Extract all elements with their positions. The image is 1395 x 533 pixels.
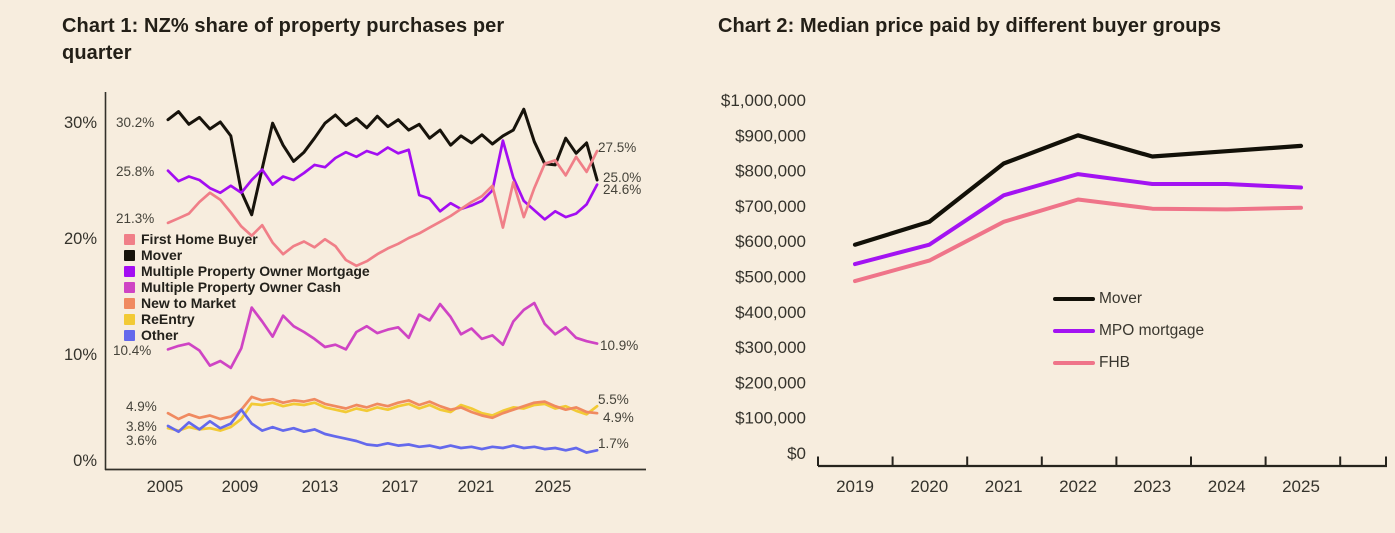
legend-item-other: Other: [124, 327, 370, 343]
legend-label: MPO mortgage: [1099, 321, 1205, 339]
line-fhb: [853, 197, 1303, 284]
chart1-x-tick-label: 2013: [302, 478, 339, 496]
legend-swatch-reentry: [124, 313, 135, 325]
legend-swatch-new-to-market: [124, 297, 135, 309]
chart1-end-value-label: 25.0%: [603, 170, 641, 185]
legend-label: Mover: [141, 247, 183, 263]
chart2-x-tick-label: 2023: [1133, 477, 1171, 496]
chart2-x-tick-label: 2022: [1059, 477, 1097, 496]
chart1-y-tick-label: 0%: [73, 452, 97, 470]
chart1-start-value-label: 4.9%: [126, 399, 157, 414]
chart1-plot: 30% 20% 10% 0% 2005 2009 2013 2017 2021 2025 30.2%…: [64, 92, 646, 496]
legend-swatch-mpo-mortgage: [1053, 328, 1095, 333]
legend-swatch-fhb: [1053, 360, 1095, 365]
chart2-x-tick-label: 2021: [985, 477, 1023, 496]
line-mover: [166, 107, 599, 217]
legend-item-mover: Mover: [124, 247, 370, 263]
legend-label: First Home Buyer: [141, 231, 258, 247]
legend-label: Mover: [1099, 289, 1143, 307]
chart2-y-tick-label: $300,000: [735, 338, 806, 357]
chart2-title: Chart 2: Median price paid by different …: [718, 15, 1222, 37]
legend-swatch-mover: [124, 249, 135, 261]
legend-swatch-first-home-buyer: [124, 233, 135, 245]
chart1-title: Chart 1: NZ% share of property purchases…: [62, 15, 505, 64]
legend-item-mpo-mortgage: MPO mortgage: [1053, 320, 1204, 341]
line-mover: [852, 133, 1304, 247]
legend-swatch-mover: [1053, 296, 1095, 301]
legend-label: Other: [141, 327, 179, 343]
chart1-start-value-label: 3.8%: [126, 419, 157, 434]
chart1-y-tick-label: 10%: [64, 346, 97, 364]
legend-item-new-to-market: New to Market: [124, 295, 370, 311]
legend-item-first-home-buyer: First Home Buyer: [124, 231, 370, 247]
chart1-end-value-label: 4.9%: [603, 410, 634, 425]
chart1-start-value-label: 10.4%: [113, 343, 151, 358]
chart1-x-tick-label: 2017: [382, 478, 419, 496]
chart2-legend: Mover MPO mortgage FHB: [1053, 288, 1204, 373]
legend-label: FHB: [1099, 353, 1130, 371]
chart2-y-tick-label: $500,000: [735, 268, 806, 287]
chart2-y-tick-label: $700,000: [735, 197, 806, 216]
legend-item-multiple-property-owner-cash: Multiple Property Owner Cash: [124, 279, 370, 295]
line-reentry: [166, 401, 599, 432]
chart1-y-tick-label: 20%: [64, 230, 97, 248]
legend-label: ReEntry: [141, 311, 195, 327]
line-multiple-property-owner-mortgage: [166, 139, 599, 221]
chart2-y-tick-label: $200,000: [735, 373, 806, 392]
chart1-y-tick-label: 30%: [64, 114, 97, 132]
chart2-y-tick-label: $400,000: [735, 303, 806, 322]
chart1-end-value-label: 1.7%: [598, 436, 629, 451]
chart2-x-tick-label: 2025: [1282, 477, 1320, 496]
chart1-start-value-label: 30.2%: [116, 115, 154, 130]
legend-item-fhb: FHB: [1053, 352, 1204, 373]
legend-swatch-multiple-property-owner-cash: [124, 281, 135, 293]
chart2-x-tick-label: 2019: [836, 477, 874, 496]
legend-label: Multiple Property Owner Mortgage: [141, 263, 370, 279]
legend-label: New to Market: [141, 295, 236, 311]
chart2-y-tick-label: $100,000: [735, 409, 806, 428]
line-other: [166, 408, 599, 454]
legend-swatch-other: [124, 329, 135, 341]
chart1-end-value-label: 24.6%: [603, 182, 641, 197]
chart1-end-value-label: 5.5%: [598, 392, 629, 407]
legend-item-mover: Mover: [1053, 288, 1204, 309]
chart1-start-value-label: 21.3%: [116, 211, 154, 226]
chart1-start-value-label: 25.8%: [116, 164, 154, 179]
chart1-start-value-label: 3.6%: [126, 433, 157, 448]
legend-item-multiple-property-owner-mortgage: Multiple Property Owner Mortgage: [124, 263, 370, 279]
chart1-x-tick-label: 2009: [222, 478, 259, 496]
chart2-x-tick-label: 2024: [1208, 477, 1246, 496]
chart1-end-value-label: 10.9%: [600, 338, 638, 353]
legend-label: Multiple Property Owner Cash: [141, 279, 341, 295]
chart1-x-tick-label: 2025: [535, 478, 572, 496]
chart2-x-tick-label: 2020: [910, 477, 948, 496]
line-multiple-property-owner-cash: [166, 301, 599, 370]
line-first-home-buyer: [166, 149, 599, 268]
chart2-y-tick-label: $900,000: [735, 126, 806, 145]
chart2-y-tick-label: $800,000: [735, 162, 806, 181]
chart2-y-tick-label: $1,000,000: [721, 91, 806, 110]
chart1-x-tick-label: 2021: [458, 478, 495, 496]
legend-swatch-multiple-property-owner-mortgage: [124, 265, 135, 277]
chart2-y-tick-label: $600,000: [735, 232, 806, 251]
chart1-x-tick-label: 2005: [147, 478, 184, 496]
chart1-legend: First Home Buyer Mover Multiple Property O…: [124, 231, 370, 343]
chart2-y-tick-label: $0: [787, 444, 806, 463]
chart1-end-value-label: 27.5%: [598, 140, 636, 155]
legend-item-reentry: ReEntry: [124, 311, 370, 327]
line-mpo-mortgage: [853, 172, 1303, 267]
